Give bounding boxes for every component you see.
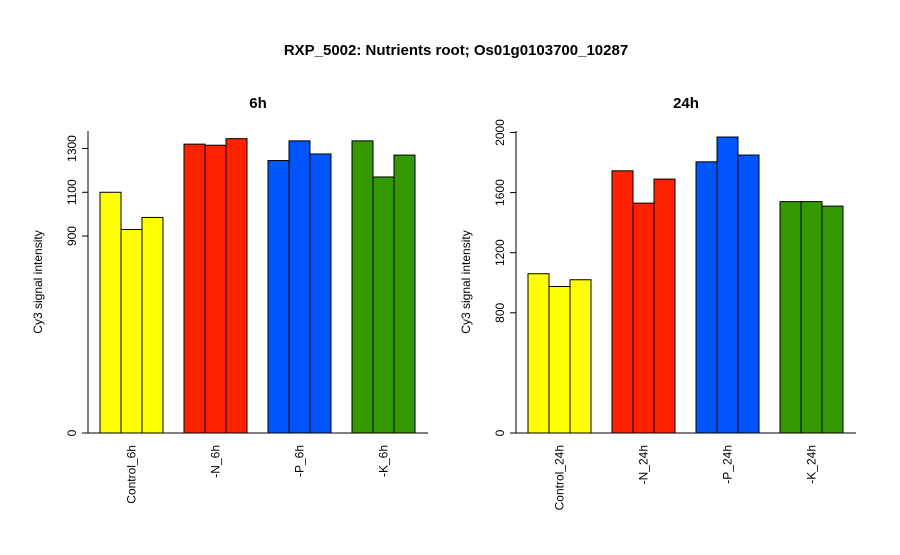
bar--N_6h-1 [183, 143, 206, 434]
category-label: -N_6h [209, 445, 223, 478]
bar-Control_24h-1 [527, 273, 550, 434]
bar--K_6h-3 [393, 154, 416, 434]
y-tick-label: 1600 [493, 179, 507, 206]
panel-24h: 24h Control_24h -N_24h -P_24h -K_24h 0 800 1200… [459, 95, 856, 510]
y-tick-label: 1300 [65, 135, 79, 162]
bar--N_6h-3 [225, 138, 248, 434]
panel-title: 24h [673, 95, 699, 112]
bar--K_6h-2 [372, 176, 395, 434]
bar--K_24h-3 [821, 205, 844, 434]
category-label: Control_6h [125, 445, 139, 504]
bar--P_6h-1 [267, 160, 290, 434]
bar--K_24h-2 [800, 201, 823, 434]
bar-Control_24h-3 [569, 279, 592, 434]
category-label: -P_6h [293, 445, 307, 477]
bar--N_6h-2 [204, 144, 227, 434]
y-tick-label: 2000 [493, 119, 507, 146]
y-tick-label: 0 [65, 429, 79, 436]
y-tick-label: 1200 [493, 239, 507, 266]
bar-Control_24h-2 [548, 286, 571, 434]
y-tick-label: 1100 [65, 179, 79, 205]
main-title: RXP_5002: Nutrients root; Os01g0103700_1… [284, 42, 628, 59]
category-label: Control_24h [553, 445, 567, 510]
bar-Control_6h-3 [141, 216, 164, 434]
y-axis-title: Cy3 signal intensity [459, 230, 473, 333]
panel-title: 6h [249, 95, 267, 112]
bar-Control_6h-1 [99, 191, 122, 434]
y-tick-label: 800 [493, 302, 507, 322]
bar--N_24h-1 [611, 170, 634, 434]
y-axis-title: Cy3 signal intensity [31, 230, 45, 333]
bar--P_24h-3 [737, 154, 760, 434]
bar--P_24h-2 [716, 136, 739, 434]
bar--K_24h-1 [779, 201, 802, 434]
category-label: -P_24h [721, 445, 735, 484]
bar--P_6h-2 [288, 140, 311, 434]
category-label: -K_24h [805, 445, 819, 484]
bar--N_24h-2 [632, 202, 655, 434]
y-tick-label: 900 [65, 226, 79, 246]
bar--N_24h-3 [653, 178, 676, 434]
bar--P_24h-1 [695, 161, 718, 434]
bar--P_6h-3 [309, 153, 332, 434]
category-label: -K_6h [377, 445, 391, 477]
category-label: -N_24h [637, 445, 651, 484]
bar-Control_6h-2 [120, 228, 143, 434]
bar--K_6h-1 [351, 140, 374, 434]
y-tick-label: 0 [493, 429, 507, 436]
panel-6h: 6h Control_6h -N_6h -P_6h -K_6h 0 900 1100 1300 C… [31, 95, 428, 504]
